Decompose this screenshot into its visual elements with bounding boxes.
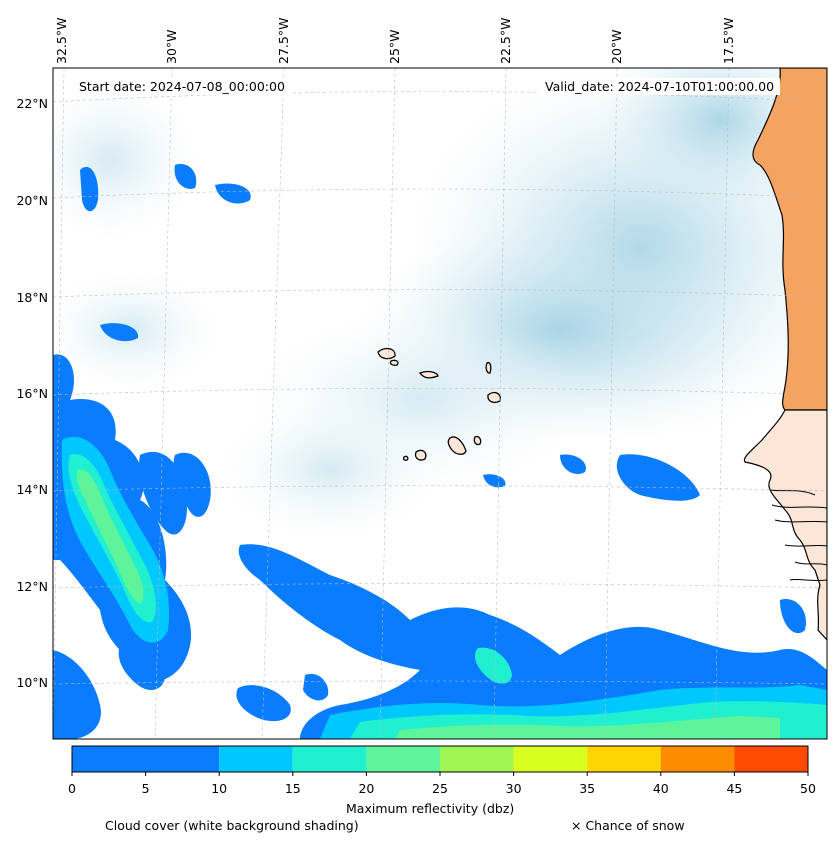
reflectivity-cell-b	[173, 452, 211, 517]
colorbar-tick-label: 15	[284, 781, 301, 796]
reflectivity-cell-h	[118, 643, 166, 690]
lat-label-10n: 10°N	[16, 675, 48, 690]
reflectivity-cell-a	[139, 451, 188, 535]
lon-label-17-5w: 17.5°W	[721, 17, 736, 64]
cape-verde-santo-antao	[377, 347, 396, 360]
cape-verde-sao-vicente	[389, 359, 399, 366]
colorbar-segment	[734, 746, 808, 772]
reflectivity-cell-e	[236, 685, 291, 722]
reflectivity-cell-k	[80, 166, 99, 212]
cape-verde-maio	[473, 435, 482, 446]
valid-date-label: Valid_date: 2024-07-10T01:00:00.00	[539, 78, 781, 95]
reflectivity-field	[53, 164, 827, 739]
reflectivity-band-south-4	[395, 716, 780, 739]
colorbar-segment	[440, 746, 514, 772]
colorbar-tick-label: 40	[652, 781, 669, 796]
colorbar-tick-label: 30	[505, 781, 522, 796]
cape-verde-santiago	[447, 436, 467, 455]
africa-coast-south	[743, 409, 827, 641]
colorbar-segment	[72, 746, 220, 772]
colorbar-segment	[292, 746, 367, 772]
colorbar-segment	[513, 746, 588, 772]
lat-label-16n: 16°N	[16, 386, 48, 401]
africa-coast-north	[752, 68, 827, 411]
colorbar-tick-label: 25	[432, 781, 448, 796]
lon-label-30w: 30°W	[164, 29, 179, 64]
reflectivity-cell-m	[215, 183, 251, 204]
lon-label-22-5w: 22.5°W	[498, 17, 513, 64]
cape-verde-brava	[402, 455, 409, 461]
colorbar	[71, 745, 809, 776]
reflectivity-cell-g	[53, 650, 101, 739]
lon-label-32-5w: 32.5°W	[54, 17, 69, 64]
lat-label-20n: 20°N	[16, 193, 48, 208]
colorbar-segment	[366, 746, 440, 772]
cape-verde-sal	[485, 361, 492, 374]
land-area	[377, 68, 827, 641]
reflectivity-cell-o	[483, 474, 506, 488]
lon-label-20w: 20°W	[609, 29, 624, 64]
reflectivity-cell-i	[616, 454, 700, 501]
reflectivity-cell-d	[474, 647, 512, 684]
colorbar-segment	[219, 746, 293, 772]
graticule	[53, 68, 827, 739]
country-borders	[769, 489, 827, 582]
map-frame	[52, 67, 828, 740]
reflectivity-cell-p	[780, 599, 806, 634]
colorbar-tick-label: 45	[726, 781, 743, 796]
colorbar-tick-label: 10	[211, 781, 228, 796]
lon-label-27-5w: 27.5°W	[276, 17, 291, 64]
reflectivity-cell-n	[100, 323, 139, 342]
colorbar-tick-label: 50	[800, 781, 816, 796]
reflectivity-cell-f	[303, 673, 329, 701]
reflectivity-cell-l	[174, 164, 197, 189]
lat-label-22n: 22°N	[16, 96, 48, 111]
cape-verde-sao-nicolau	[418, 370, 439, 379]
colorbar-segment	[587, 746, 661, 772]
cape-verde-fogo	[414, 449, 427, 461]
lat-label-14n: 14°N	[16, 482, 48, 497]
lon-label-25w: 25°W	[387, 29, 402, 64]
colorbar-title: Maximum reflectivity (dbz)	[346, 801, 515, 816]
colorbar-tick-label: 0	[68, 781, 76, 796]
cloud-cover-legend: Cloud cover (white background shading)	[105, 818, 359, 833]
colorbar-tick-label: 5	[141, 781, 150, 796]
colorbar-tick-label: 20	[358, 781, 375, 796]
cape-verde-boa-vista	[487, 391, 501, 403]
lat-label-18n: 18°N	[16, 290, 48, 305]
lat-label-12n: 12°N	[16, 579, 48, 594]
reflectivity-cell-j	[560, 454, 586, 475]
reflectivity-band-west-4	[76, 469, 144, 604]
snow-legend: × Chance of snow	[571, 818, 685, 833]
colorbar-tick-label: 35	[579, 781, 596, 796]
colorbar-segment	[660, 746, 735, 772]
start-date-label: Start date: 2024-07-08_00:00:00	[73, 78, 291, 95]
